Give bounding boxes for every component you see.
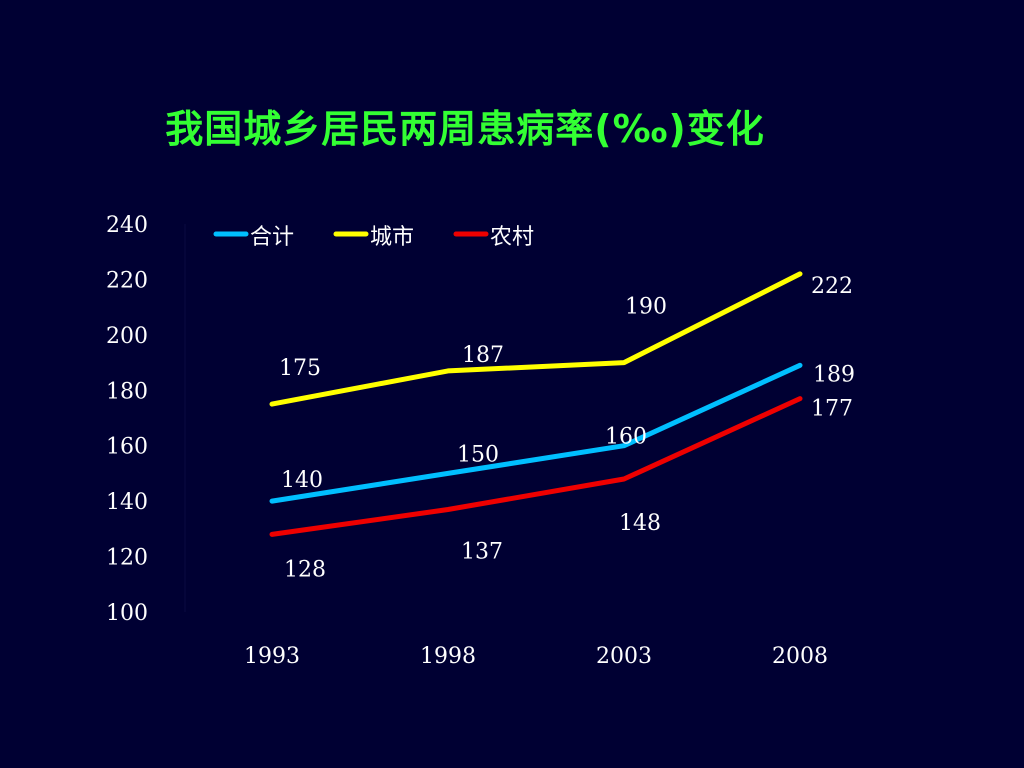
data-label-1-2: 190 bbox=[625, 295, 667, 320]
legend-label-1: 城市 bbox=[370, 225, 414, 250]
data-label-1-1: 187 bbox=[462, 343, 504, 368]
data-label-0-2: 160 bbox=[605, 425, 647, 450]
x-tick-label-1993: 1993 bbox=[244, 644, 300, 669]
legend-label-2: 农村 bbox=[490, 225, 534, 250]
x-tick-label-2003: 2003 bbox=[596, 644, 652, 669]
y-tick-label-140: 140 bbox=[106, 490, 148, 515]
y-tick-label-180: 180 bbox=[106, 379, 148, 404]
y-tick-label-200: 200 bbox=[106, 324, 148, 349]
data-label-2-3: 177 bbox=[811, 397, 853, 422]
legend: 合计 城市 农村 bbox=[213, 225, 534, 250]
legend-label-0: 合计 bbox=[250, 225, 294, 250]
y-tick-label-100: 100 bbox=[106, 601, 148, 626]
x-tick-label-1998: 1998 bbox=[420, 644, 476, 669]
series-lines bbox=[269, 271, 803, 537]
y-axis-ticks: 100 120 140 160 180 200 220 240 bbox=[106, 213, 148, 626]
data-label-1-3: 222 bbox=[811, 274, 853, 299]
data-label-2-2: 148 bbox=[619, 511, 661, 536]
x-tick-label-2008: 2008 bbox=[772, 644, 828, 669]
data-label-2-1: 137 bbox=[461, 539, 503, 564]
data-label-0-1: 150 bbox=[457, 442, 499, 467]
chart-title: 我国城乡居民两周患病率(‰)变化 bbox=[165, 107, 765, 151]
y-tick-label-160: 160 bbox=[106, 435, 148, 460]
data-labels: 140 150 160 189 175 187 190 222 128 137 148 177 bbox=[279, 274, 855, 583]
x-axis-ticks: 1993 1998 2003 2008 bbox=[244, 644, 828, 669]
y-tick-label-120: 120 bbox=[106, 546, 148, 571]
series-line-1 bbox=[269, 271, 803, 407]
data-label-0-3: 189 bbox=[813, 362, 855, 387]
data-label-0-0: 140 bbox=[281, 468, 323, 493]
y-tick-label-220: 220 bbox=[106, 268, 148, 293]
series-line-2 bbox=[269, 396, 803, 537]
data-label-1-0: 175 bbox=[279, 356, 321, 381]
data-label-2-0: 128 bbox=[284, 557, 326, 582]
y-tick-label-240: 240 bbox=[106, 213, 148, 238]
series-line-0 bbox=[269, 362, 803, 504]
